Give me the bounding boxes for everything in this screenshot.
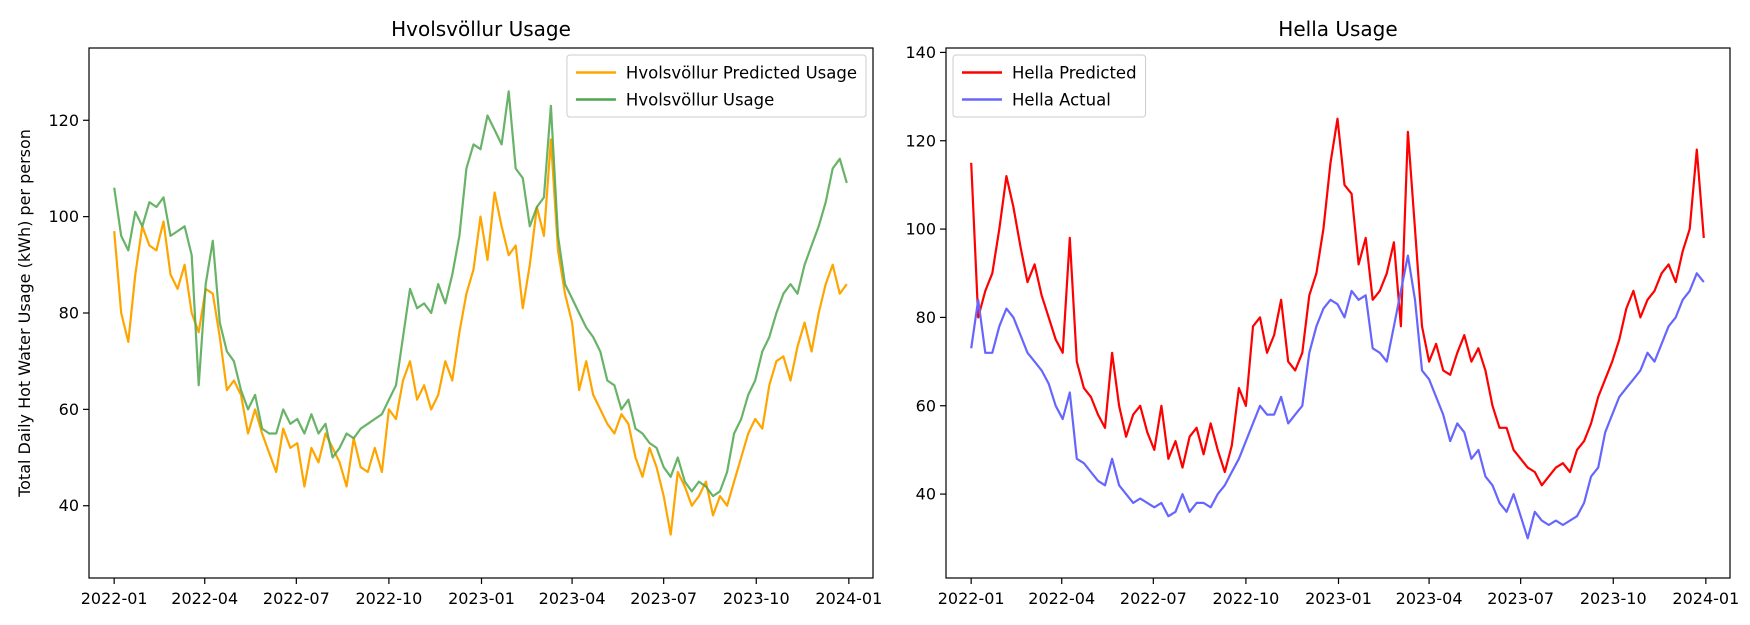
x-tick-label: 2022-07 bbox=[1120, 589, 1187, 608]
chart-title: Hvolsvöllur Usage bbox=[391, 17, 571, 41]
x-tick-label: 2022-04 bbox=[1028, 589, 1095, 608]
x-tick-label: 2022-07 bbox=[263, 589, 330, 608]
y-tick-label: 80 bbox=[59, 304, 79, 323]
x-tick-label: 2022-04 bbox=[171, 589, 238, 608]
series-line-1 bbox=[113, 138, 848, 536]
x-tick-label: 2023-04 bbox=[1396, 589, 1463, 608]
series-line-2 bbox=[113, 90, 848, 498]
x-tick-label: 2023-10 bbox=[1580, 589, 1647, 608]
series-line-2 bbox=[970, 254, 1705, 540]
x-tick-label: 2023-01 bbox=[448, 589, 515, 608]
y-tick-label: 120 bbox=[48, 111, 79, 130]
plot-frame bbox=[88, 47, 874, 579]
legend-box bbox=[952, 54, 1147, 118]
legend-box bbox=[566, 54, 867, 118]
y-tick-label: 140 bbox=[905, 43, 936, 62]
panel-hella: 2022-01 2022-04 2022-07 2022-10 2023-01 2023-… bbox=[905, 17, 1739, 608]
y-tick-label: 80 bbox=[916, 308, 936, 327]
legend-entry-label: Hvolsvöllur Usage bbox=[626, 91, 774, 110]
y-tick-label: 60 bbox=[59, 400, 79, 419]
chart-title: Hella Usage bbox=[1278, 17, 1397, 41]
x-tick-label: 2023-10 bbox=[723, 589, 790, 608]
series-lines bbox=[970, 117, 1705, 540]
x-tick-label: 2022-10 bbox=[355, 589, 422, 608]
x-tick-label: 2023-01 bbox=[1305, 589, 1372, 608]
y-tick-label: 100 bbox=[905, 220, 936, 239]
legend-entry-label: Hella Predicted bbox=[1012, 64, 1137, 83]
y-tick-label: 60 bbox=[916, 396, 936, 415]
x-tick-label: 2023-07 bbox=[630, 589, 697, 608]
series-lines bbox=[113, 90, 848, 536]
x-tick-label: 2024-01 bbox=[1672, 589, 1739, 608]
legend: Hella Predicted Hella Actual bbox=[952, 54, 1147, 118]
legend-entry-label: Hvolsvöllur Predicted Usage bbox=[626, 64, 857, 83]
y-tick-label: 100 bbox=[48, 207, 79, 226]
panel-hvolsvollur: 2022-01 2022-04 2022-07 2022-10 2023-01 2023-… bbox=[15, 17, 882, 608]
y-tick-label: 40 bbox=[916, 485, 936, 504]
x-tick-label: 2022-01 bbox=[938, 589, 1005, 608]
y-tick-label: 120 bbox=[905, 131, 936, 150]
series-line-1 bbox=[970, 117, 1705, 487]
y-tick-label: 40 bbox=[59, 496, 79, 515]
x-tick-label: 2023-04 bbox=[539, 589, 606, 608]
x-tick-label: 2024-01 bbox=[815, 589, 882, 608]
x-tick-label: 2023-07 bbox=[1487, 589, 1554, 608]
x-tick-label: 2022-01 bbox=[81, 589, 148, 608]
legend: Hvolsvöllur Predicted Usage Hvolsvöllur U… bbox=[566, 54, 867, 118]
legend-entry-label: Hella Actual bbox=[1012, 91, 1111, 110]
y-axis-label: Total Daily Hot Water Usage (kWh) per pe… bbox=[15, 129, 34, 498]
x-tick-label: 2022-10 bbox=[1212, 589, 1279, 608]
